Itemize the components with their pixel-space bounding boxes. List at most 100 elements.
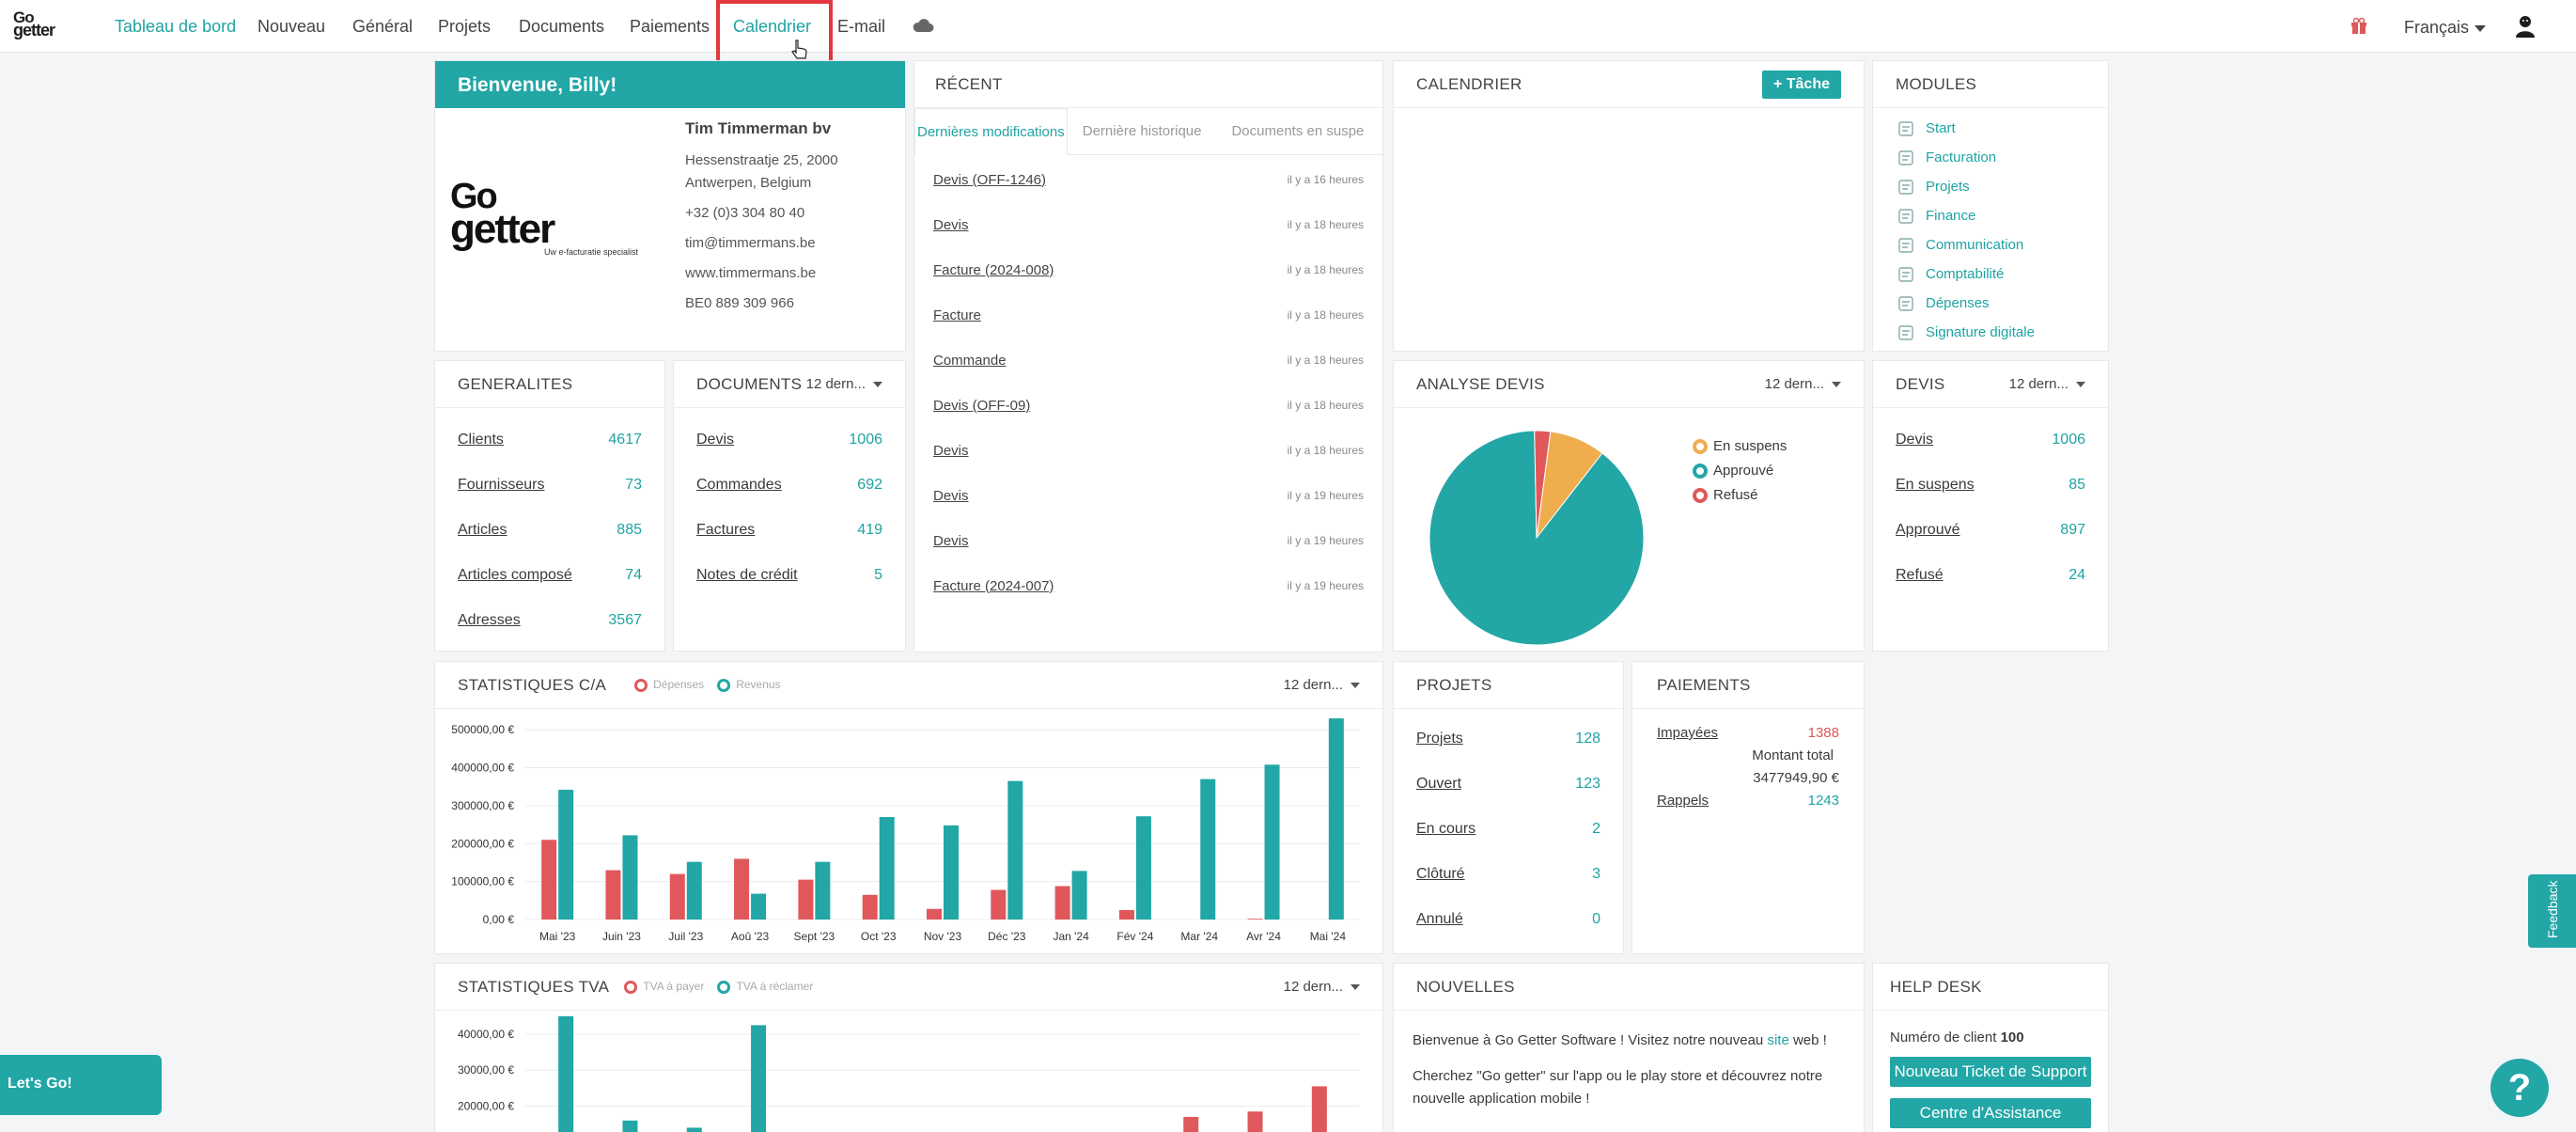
bar-revenus-nov-23[interactable] bbox=[944, 825, 959, 920]
row-label[interactable]: Projets bbox=[1416, 731, 1463, 747]
generalites-row-articles[interactable]: Articles 885 bbox=[435, 508, 664, 553]
module-finance[interactable]: Finance bbox=[1873, 201, 2108, 230]
add-task-button[interactable]: + Tâche bbox=[1761, 70, 1841, 99]
module-comptabilite[interactable]: Comptabilité bbox=[1873, 259, 2108, 289]
bar-revenus-avr-24[interactable] bbox=[1264, 764, 1280, 920]
devis-row-en-suspens[interactable]: En suspens 85 bbox=[1873, 463, 2108, 508]
projets-row-projets[interactable]: Projets 128 bbox=[1394, 716, 1623, 762]
bar-tva-a-reclamer[interactable] bbox=[622, 1120, 638, 1132]
documents-period-dropdown[interactable]: 12 dern... bbox=[806, 376, 882, 392]
row-label[interactable]: Annulé bbox=[1416, 911, 1463, 927]
documents-row-devis[interactable]: Devis 1006 bbox=[674, 417, 905, 463]
nav-general[interactable]: Général bbox=[352, 17, 414, 36]
language-dropdown[interactable]: Français bbox=[2404, 18, 2487, 38]
generalites-row-adresses[interactable]: Adresses 3567 bbox=[435, 598, 664, 643]
bar-depenses-fev-24[interactable] bbox=[1118, 909, 1134, 920]
generalites-row-fournisseurs[interactable]: Fournisseurs 73 bbox=[435, 463, 664, 508]
projets-row-en-cours[interactable]: En cours 2 bbox=[1394, 807, 1623, 852]
bar-depenses-sept-23[interactable] bbox=[798, 879, 814, 920]
recent-item[interactable]: Devis (OFF-1246) il y a 16 heures bbox=[914, 157, 1382, 202]
projets-row-ouvert[interactable]: Ouvert 123 bbox=[1394, 762, 1623, 807]
module-facturation[interactable]: Facturation bbox=[1873, 143, 2108, 172]
bar-depenses-aou-23[interactable] bbox=[734, 858, 750, 920]
row-label[interactable]: Clients bbox=[458, 432, 504, 448]
nav-tableau-de-bord[interactable]: Tableau de bord bbox=[115, 17, 237, 36]
row-label[interactable]: Articles composé bbox=[458, 567, 572, 583]
projets-row-annule[interactable]: Annulé 0 bbox=[1394, 897, 1623, 942]
bar-tva-a-payer[interactable] bbox=[1311, 1086, 1327, 1132]
analyse-period-dropdown[interactable]: 12 dern... bbox=[1765, 376, 1841, 392]
bar-revenus-oct-23[interactable] bbox=[879, 817, 895, 920]
nav-nouveau[interactable]: Nouveau bbox=[258, 17, 326, 36]
bar-revenus-aou-23[interactable] bbox=[751, 893, 767, 920]
gogetter-logo[interactable]: Go getter bbox=[13, 9, 55, 39]
paiements-rappels-row[interactable]: Rappels 1243 bbox=[1657, 790, 1839, 812]
tab-derniere-historique[interactable]: Dernière historique bbox=[1082, 123, 1202, 139]
bar-revenus-juil-23[interactable] bbox=[686, 861, 702, 920]
row-label[interactable]: Ouvert bbox=[1416, 776, 1462, 792]
gift-icon[interactable] bbox=[2350, 16, 2368, 35]
recent-item-label[interactable]: Devis bbox=[933, 442, 969, 459]
tab-documents-en-suspens[interactable]: Documents en suspe bbox=[1231, 123, 1365, 139]
row-label[interactable]: Clôturé bbox=[1416, 866, 1465, 882]
bar-depenses-avr-24[interactable] bbox=[1247, 919, 1263, 920]
nav-email[interactable]: E-mail bbox=[837, 17, 886, 36]
cloud-icon[interactable] bbox=[912, 18, 934, 33]
new-support-ticket-button[interactable]: Nouveau Ticket de Support bbox=[1890, 1057, 2091, 1087]
recent-item-label[interactable]: Commande bbox=[933, 352, 1007, 369]
nav-calendrier[interactable]: Calendrier bbox=[733, 17, 812, 36]
recent-item[interactable]: Devis il y a 19 heures bbox=[914, 518, 1382, 563]
recent-item-label[interactable]: Devis bbox=[933, 532, 969, 549]
row-label[interactable]: En suspens bbox=[1896, 477, 1975, 493]
recent-item-label[interactable]: Facture bbox=[933, 307, 981, 323]
row-label[interactable]: Approuvé bbox=[1896, 522, 1960, 538]
recent-item-label[interactable]: Devis (OFF-09) bbox=[933, 397, 1031, 414]
row-label[interactable]: Devis bbox=[1896, 432, 1934, 448]
paiements-impayees-row[interactable]: Impayées 1388 bbox=[1657, 722, 1839, 745]
recent-item[interactable]: Facture (2024-007) il y a 19 heures bbox=[914, 563, 1382, 608]
nav-projets[interactable]: Projets bbox=[438, 17, 492, 36]
nav-paiements[interactable]: Paiements bbox=[630, 17, 710, 36]
row-label[interactable]: Adresses bbox=[458, 612, 521, 628]
row-label[interactable]: Notes de crédit bbox=[696, 567, 798, 583]
devis-row-devis[interactable]: Devis 1006 bbox=[1873, 417, 2108, 463]
row-label[interactable]: Commandes bbox=[696, 477, 782, 493]
site-link[interactable]: site bbox=[1767, 1032, 1789, 1048]
row-label[interactable]: En cours bbox=[1416, 821, 1476, 837]
bar-tva-a-reclamer[interactable] bbox=[558, 1015, 574, 1132]
bar-tva-a-payer[interactable] bbox=[1247, 1111, 1263, 1132]
stats-ca-period-dropdown[interactable]: 12 dern... bbox=[1284, 677, 1360, 693]
bar-revenus-mai-23[interactable] bbox=[558, 789, 574, 920]
bar-tva-a-payer[interactable] bbox=[1183, 1116, 1199, 1132]
user-avatar-icon[interactable] bbox=[2515, 14, 2536, 39]
legend-tva-a-payer[interactable]: TVA à payer bbox=[624, 980, 704, 994]
bar-revenus-jan-24[interactable] bbox=[1071, 871, 1087, 920]
bar-revenus-mar-24[interactable] bbox=[1200, 778, 1216, 920]
projets-row-cloture[interactable]: Clôturé 3 bbox=[1394, 852, 1623, 897]
recent-item[interactable]: Devis il y a 19 heures bbox=[914, 473, 1382, 518]
recent-item-label[interactable]: Devis (OFF-1246) bbox=[933, 171, 1047, 188]
legend-revenus[interactable]: Revenus bbox=[717, 678, 781, 692]
recent-item[interactable]: Devis il y a 18 heures bbox=[914, 428, 1382, 473]
bar-tva-a-reclamer[interactable] bbox=[686, 1127, 702, 1132]
generalites-row-articles-compose[interactable]: Articles composé 74 bbox=[435, 553, 664, 598]
recent-item[interactable]: Commande il y a 18 heures bbox=[914, 338, 1382, 383]
recent-item-label[interactable]: Facture (2024-007) bbox=[933, 577, 1054, 594]
row-label[interactable]: Devis bbox=[696, 432, 735, 448]
bar-revenus-dec-23[interactable] bbox=[1007, 780, 1023, 920]
bar-depenses-juin-23[interactable] bbox=[605, 870, 621, 920]
row-label[interactable]: Refusé bbox=[1896, 567, 1944, 583]
documents-row-factures[interactable]: Factures 419 bbox=[674, 508, 905, 553]
legend-tva-a-reclamer[interactable]: TVA à réclamer bbox=[717, 980, 813, 994]
nav-documents[interactable]: Documents bbox=[519, 17, 605, 36]
recent-item[interactable]: Devis il y a 18 heures bbox=[914, 202, 1382, 247]
documents-row-notes-de-credit[interactable]: Notes de crédit 5 bbox=[674, 553, 905, 598]
row-label[interactable]: Articles bbox=[458, 522, 507, 538]
row-label[interactable]: Factures bbox=[696, 522, 756, 538]
recent-item[interactable]: Facture il y a 18 heures bbox=[914, 292, 1382, 338]
bar-revenus-juin-23[interactable] bbox=[622, 835, 638, 920]
recent-item-label[interactable]: Devis bbox=[933, 216, 969, 233]
feedback-tab[interactable]: Feedback bbox=[2528, 874, 2576, 948]
bar-depenses-jan-24[interactable] bbox=[1054, 886, 1070, 920]
devis-period-dropdown[interactable]: 12 dern... bbox=[2009, 376, 2085, 392]
